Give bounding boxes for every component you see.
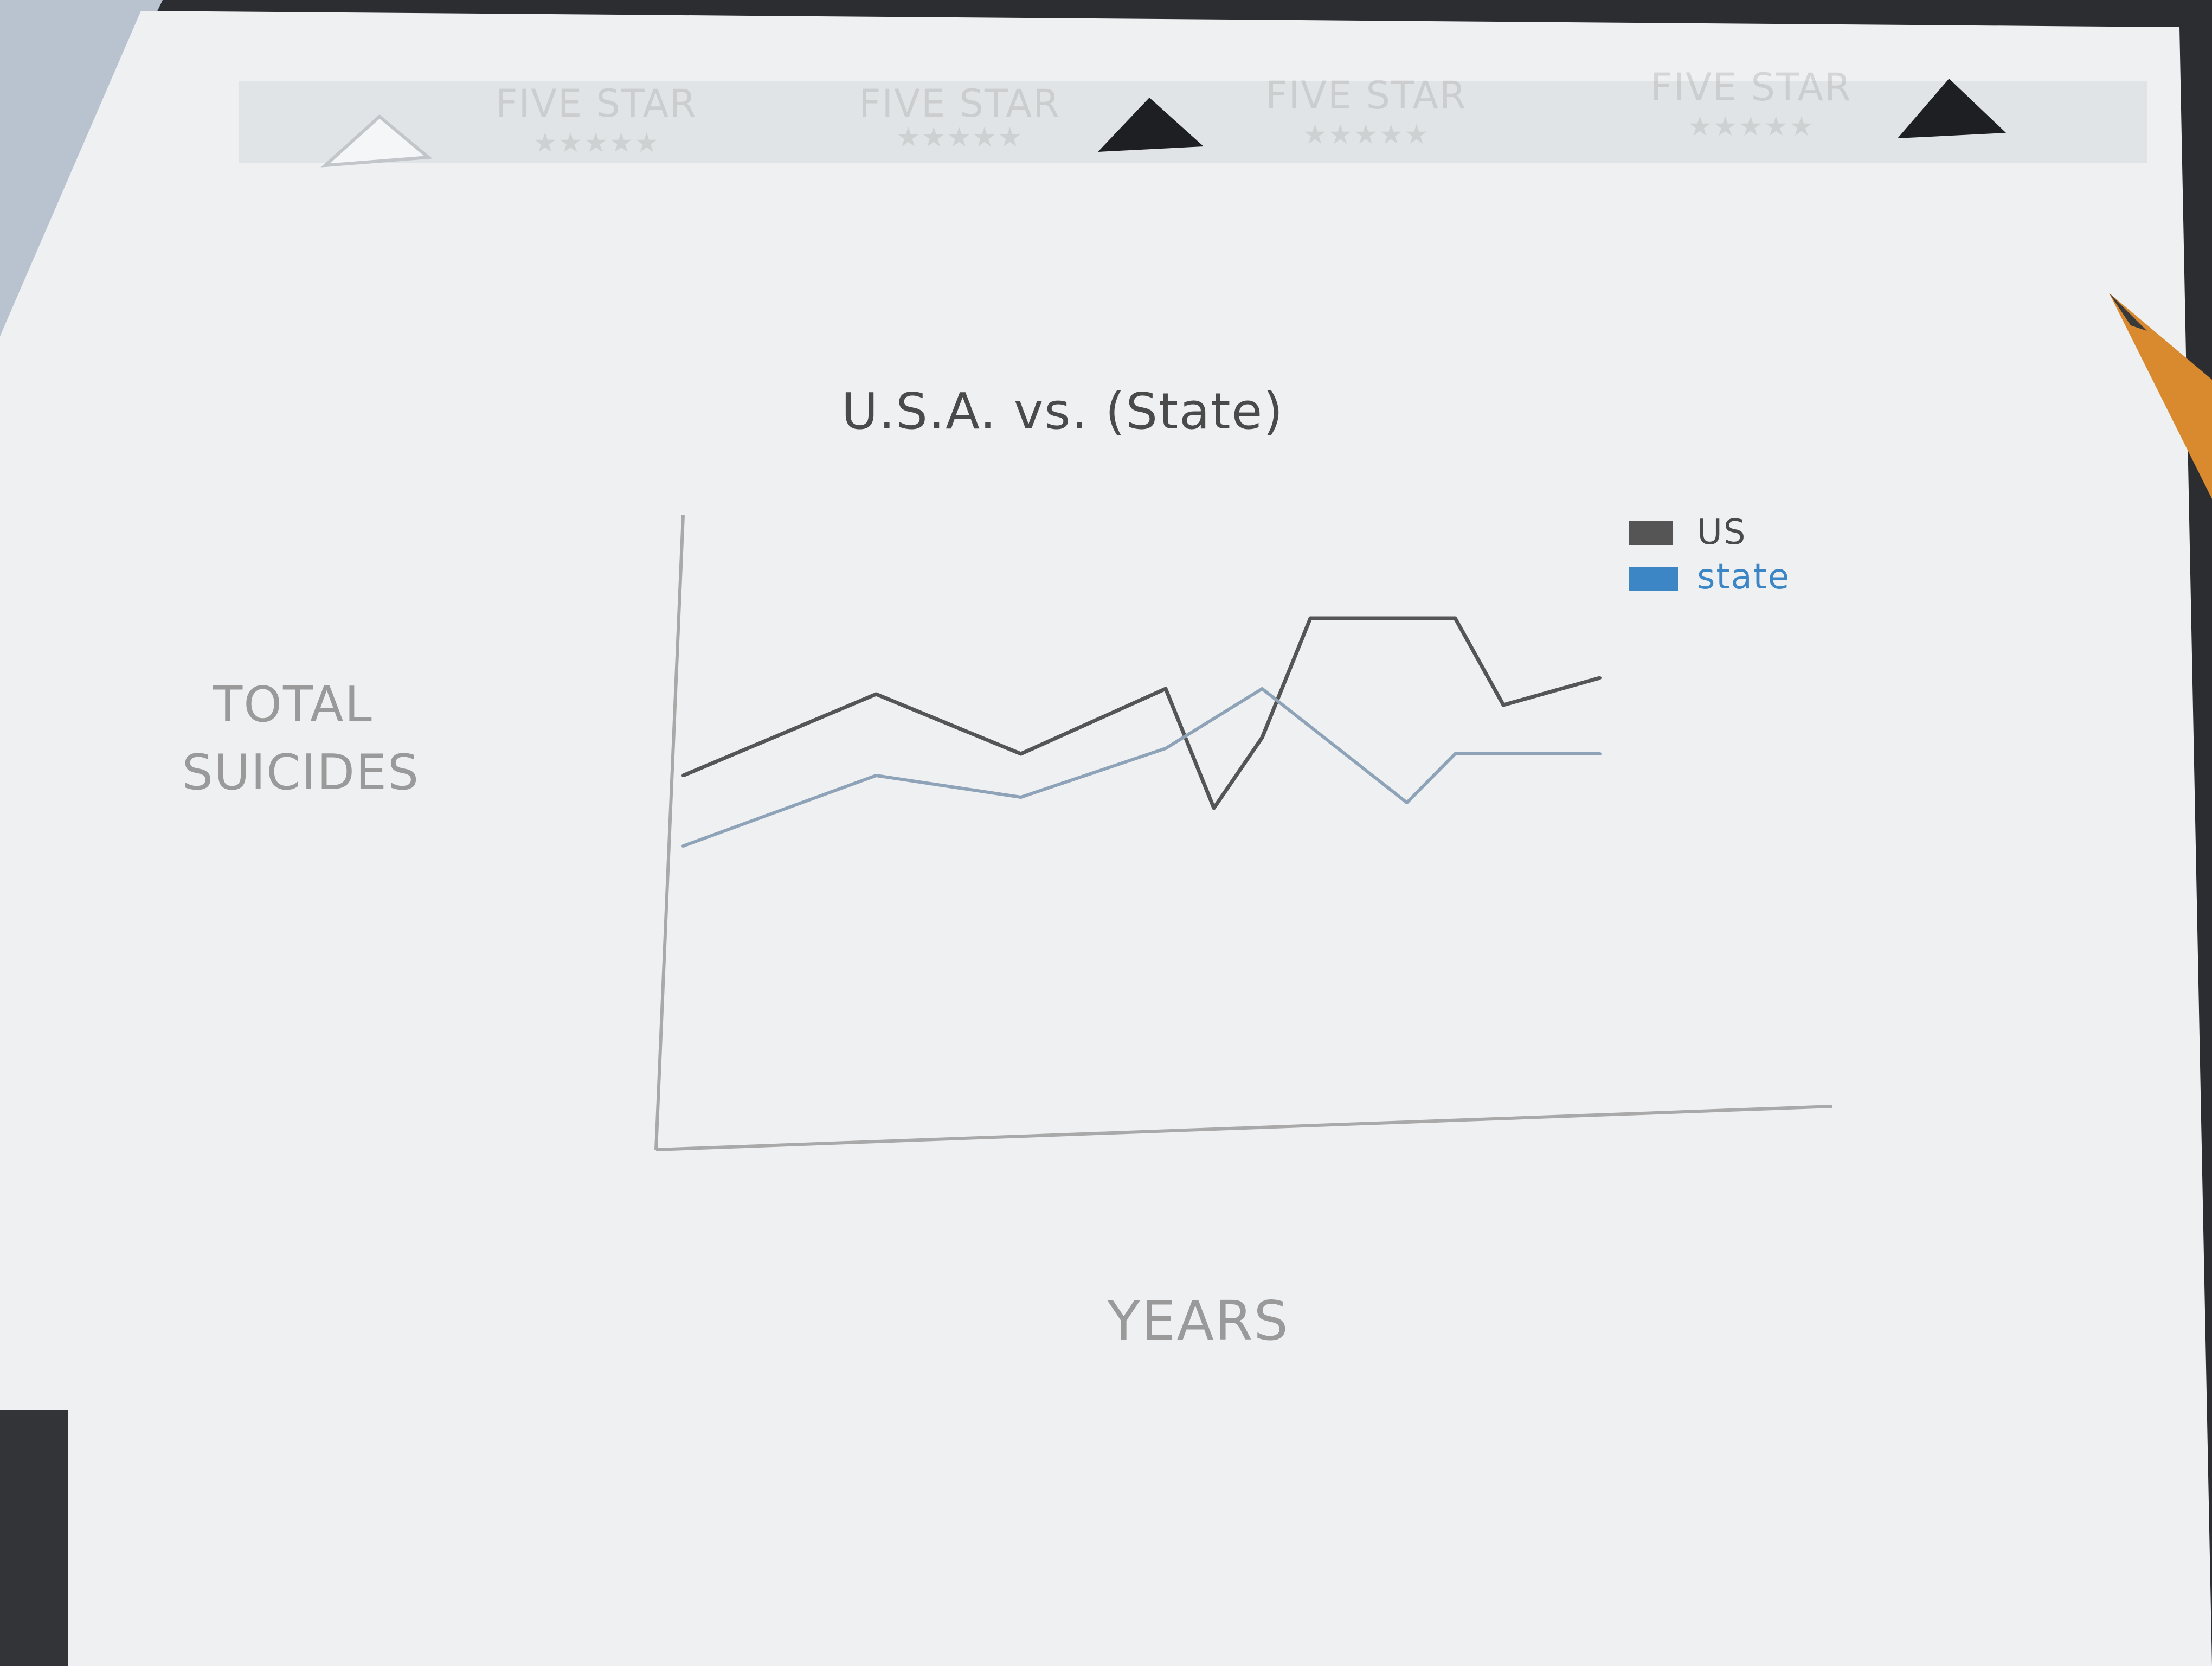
legend-swatch-us — [1629, 521, 1673, 545]
header-band-shade — [239, 81, 2147, 163]
dark-corner — [0, 1410, 68, 1666]
legend-swatch-state — [1629, 567, 1678, 591]
pencil-tip-icon — [2109, 293, 2147, 331]
data-point-state — [874, 774, 878, 777]
x-axis-label: YEARS — [1107, 1289, 1289, 1353]
data-point-state — [681, 844, 685, 848]
line-chart: U.S.A. vs. (State) TOTAL SUICIDES YEARS … — [182, 382, 1833, 1353]
data-point-state — [1598, 752, 1602, 755]
data-point-us — [1309, 617, 1312, 620]
data-point-us — [1502, 703, 1505, 707]
header-stars-3: ★★★★★ — [1303, 119, 1430, 150]
legend-label-us: US — [1697, 512, 1746, 553]
data-point-state — [1454, 752, 1457, 755]
legend-label-state: state — [1697, 557, 1790, 597]
header-stars-1: ★★★★★ — [533, 127, 660, 158]
header-label-2: FIVE STAR — [859, 81, 1060, 126]
chart-title: U.S.A. vs. (State) — [841, 382, 1284, 440]
pencil-icon — [2109, 293, 2212, 499]
data-point-state — [1405, 801, 1409, 804]
punch-hole-left-icon — [320, 114, 433, 168]
data-point-us — [1164, 687, 1167, 690]
legend: US state — [1629, 512, 1790, 597]
series-line-us — [682, 616, 1600, 810]
header-stars-2: ★★★★★ — [896, 121, 1023, 153]
data-point-us — [1019, 752, 1023, 755]
punch-hole-middle-icon — [1098, 98, 1204, 152]
data-point-state — [1164, 747, 1167, 750]
y-axis-label-line-1: TOTAL — [212, 676, 373, 733]
data-point-us — [1454, 617, 1457, 620]
header-label-1: FIVE STAR — [496, 81, 697, 126]
data-point-us — [1261, 736, 1264, 739]
data-point-us — [1598, 676, 1602, 680]
data-point-us — [1212, 806, 1216, 810]
data-point-us — [874, 693, 878, 696]
series-layer — [681, 616, 1602, 848]
paper-sheet — [0, 11, 2212, 1666]
header-label-3: FIVE STAR — [1265, 73, 1467, 118]
y-axis-label-line-2: SUICIDES — [182, 744, 420, 801]
series-line-state — [682, 687, 1600, 848]
punch-hole-right-icon — [1898, 79, 2006, 138]
x-axis — [655, 1105, 1833, 1151]
header-label-4: FIVE STAR — [1650, 65, 1852, 110]
header-stars-4: ★★★★★ — [1688, 111, 1815, 142]
y-axis — [654, 515, 685, 1150]
printed-header-band: FIVE STAR FIVE STAR FIVE STAR FIVE STAR … — [239, 65, 2147, 163]
data-point-state — [1261, 687, 1264, 690]
data-point-us — [681, 774, 685, 777]
data-point-state — [1019, 796, 1023, 799]
